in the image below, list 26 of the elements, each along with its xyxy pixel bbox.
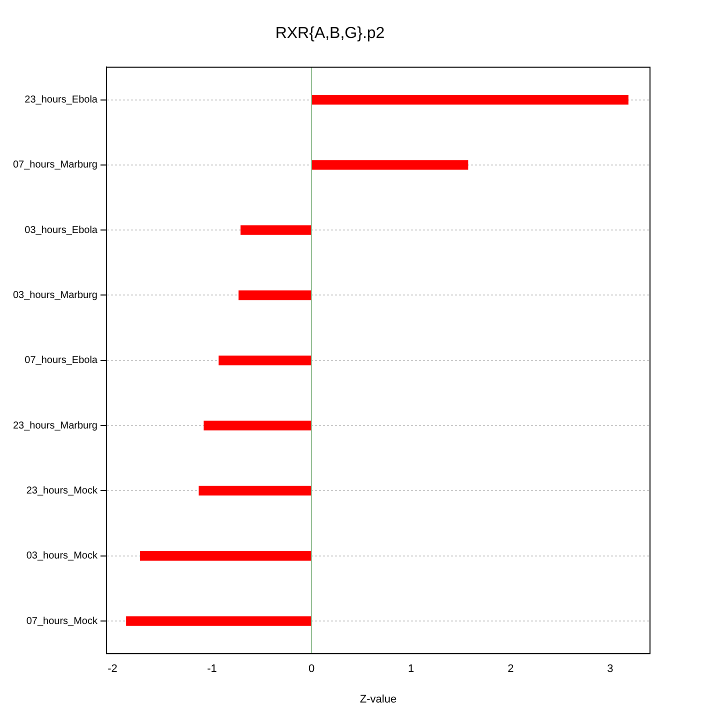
x-tick-label: -2 bbox=[108, 663, 118, 676]
y-tick-label: 23_hours_Ebola bbox=[24, 94, 98, 106]
x-axis-title: Z-value bbox=[360, 693, 397, 706]
bar bbox=[204, 420, 312, 430]
x-tick-label: 0 bbox=[308, 663, 315, 676]
x-tick-label: -1 bbox=[207, 663, 217, 676]
bar bbox=[218, 356, 312, 366]
x-tick-label: 2 bbox=[508, 663, 514, 676]
y-tick-label: 03_hours_Ebola bbox=[24, 224, 98, 236]
bar bbox=[126, 616, 312, 626]
bar bbox=[240, 225, 312, 235]
bar bbox=[311, 94, 628, 105]
y-tick-label: 07_hours_Marburg bbox=[12, 160, 98, 171]
bar bbox=[238, 290, 312, 300]
chart-title: RXR{A,B,G}.p2 bbox=[275, 25, 385, 42]
x-tick-label: 3 bbox=[607, 663, 614, 676]
y-tick-label: 23_hours_Marburg bbox=[12, 420, 98, 432]
bar bbox=[198, 486, 312, 496]
x-tick-label: 1 bbox=[408, 663, 414, 676]
bar bbox=[140, 551, 312, 561]
y-tick-label: 03_hours_Marburg bbox=[12, 290, 98, 301]
y-tick-label: 07_hours_Ebola bbox=[24, 355, 98, 366]
bar bbox=[311, 160, 468, 170]
y-tick-label: 03_hours_Mock bbox=[26, 550, 98, 562]
y-tick-label: 23_hours_Mock bbox=[26, 485, 98, 496]
y-tick-label: 07_hours_Mock bbox=[26, 616, 98, 627]
